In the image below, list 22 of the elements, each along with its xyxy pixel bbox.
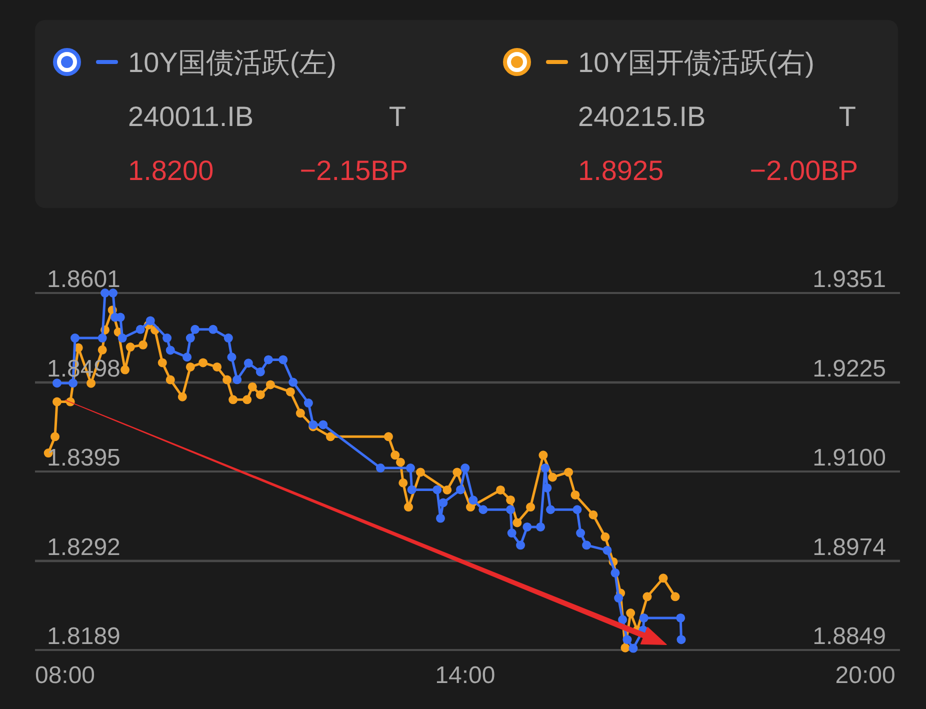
y2-tick-label: 1.9225 — [812, 356, 886, 383]
y2-tick-label: 1.8849 — [812, 623, 886, 650]
y2-tick-label: 1.9351 — [812, 266, 886, 293]
text: 1.8200 — [128, 155, 214, 186]
x-tick-label: 08:00 — [34, 662, 96, 689]
text: 240215.IB — [578, 101, 706, 132]
y-tick-label: 1.8601 — [47, 266, 120, 293]
text: 240011.IB — [128, 101, 254, 132]
y-tick-label: 1.8292 — [47, 534, 120, 561]
text: T — [388, 101, 406, 132]
text: T — [838, 101, 856, 132]
y2-tick-label: 1.9100 — [812, 444, 886, 472]
text: 1.8925 — [578, 155, 664, 186]
y-tick-label: 1.8189 — [47, 623, 120, 650]
y-tick-label: 1.8395 — [47, 444, 120, 472]
legend-label: 10Y国开债活跃(右) — [578, 47, 814, 78]
text: −2.00BP — [750, 155, 858, 186]
x-tick-label: 14:00 — [435, 662, 496, 689]
x-tick-label: 20:00 — [835, 662, 896, 689]
y2-tick-label: 1.8974 — [812, 534, 886, 562]
text: −2.15BP — [300, 155, 408, 186]
legend-label: 10Y国债活跃(左) — [128, 47, 336, 78]
